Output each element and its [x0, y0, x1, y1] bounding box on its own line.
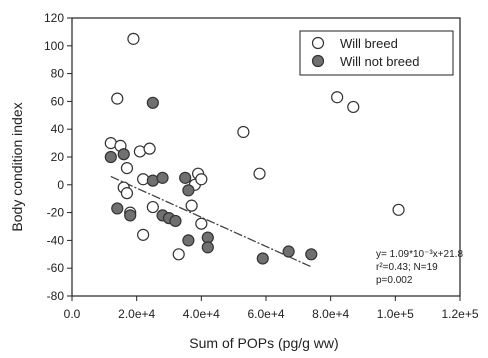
legend-label-will-breed: Will breed	[340, 36, 398, 51]
point-will-breed	[143, 142, 156, 155]
y-axis-ticks: -80 -60 -40 -20 0 20 40 60 80 100 120	[44, 11, 72, 303]
point-will-breed	[146, 200, 159, 214]
point-will-not-breed	[182, 234, 195, 247]
y-tick-label: -60	[47, 261, 65, 275]
plot-frame	[71, 17, 461, 297]
point-will-not-breed	[104, 150, 117, 164]
point-will-not-breed	[156, 171, 169, 184]
point-will-not-breed	[282, 245, 295, 258]
legend-label-will-not-breed: Will not breed	[340, 54, 419, 69]
x-axis-ticks: 0.0 2.0e+4 4.0e+4 6.0e+4 8.0e+4 1.0e+5 1.2e+5	[64, 296, 479, 321]
regression-line	[110, 175, 312, 268]
y-tick-label: -80	[47, 289, 65, 303]
point-will-not-breed	[201, 241, 214, 254]
point-will-not-breed	[124, 209, 137, 222]
point-will-not-breed	[111, 202, 124, 215]
y-tick-label: 100	[44, 39, 64, 53]
x-tick-label: 2.0e+4	[118, 307, 155, 321]
legend-marker-will-breed	[311, 36, 325, 50]
point-will-not-breed	[305, 248, 318, 261]
point-will-breed	[185, 199, 198, 212]
point-will-breed	[237, 125, 250, 139]
x-tick-label: 6.0e+4	[247, 307, 284, 321]
x-tick-label: 8.0e+4	[312, 307, 349, 321]
point-will-not-breed	[169, 214, 182, 228]
x-tick-label: 1.0e+5	[377, 307, 414, 321]
y-tick-label: 40	[51, 122, 65, 136]
point-will-breed	[195, 217, 208, 230]
point-will-breed	[120, 187, 134, 200]
point-will-not-breed	[117, 148, 130, 161]
point-will-breed	[127, 32, 140, 45]
x-tick-label: 4.0e+4	[183, 307, 220, 321]
y-tick-label: 0	[57, 178, 64, 192]
y-axis-title: Body condition index	[9, 102, 25, 231]
legend-marker-will-not-breed	[311, 54, 325, 68]
point-will-breed	[120, 162, 134, 175]
point-will-breed	[111, 92, 124, 105]
point-will-not-breed	[256, 252, 269, 265]
point-will-not-breed	[182, 184, 195, 197]
regression-r-squared: r²=0.43; N=19	[376, 262, 438, 273]
legend-box	[299, 30, 454, 76]
point-will-breed	[392, 203, 405, 216]
point-will-breed	[253, 167, 266, 180]
regression-stats: y= 1.09*10⁻³x+21.8 r²=0.43; N=19 p=0.002	[376, 249, 463, 286]
y-tick-label: 120	[44, 11, 64, 25]
y-tick-label: 60	[51, 94, 65, 108]
y-tick-label: -40	[47, 233, 65, 247]
regression-equation: y= 1.09*10⁻³x+21.8	[376, 249, 463, 260]
y-tick-label: 80	[51, 67, 65, 81]
point-will-breed	[331, 91, 344, 104]
point-will-breed	[137, 228, 150, 241]
y-tick-label: 20	[51, 150, 65, 164]
x-tick-label: 1.2e+5	[441, 307, 478, 321]
x-tick-label: 0.0	[64, 307, 81, 321]
legend: Will breed Will not breed	[299, 30, 454, 76]
y-tick-label: -20	[47, 206, 65, 220]
point-will-breed	[172, 248, 185, 261]
point-will-breed	[347, 100, 360, 114]
point-will-breed	[195, 173, 208, 186]
regression-p-value: p=0.002	[376, 275, 413, 286]
data-points	[104, 32, 405, 265]
point-will-not-breed	[146, 96, 159, 109]
regression-line-group	[110, 175, 312, 268]
x-axis-title: Sum of POPs (pg/g ww)	[189, 335, 338, 351]
point-will-not-breed	[179, 171, 192, 184]
